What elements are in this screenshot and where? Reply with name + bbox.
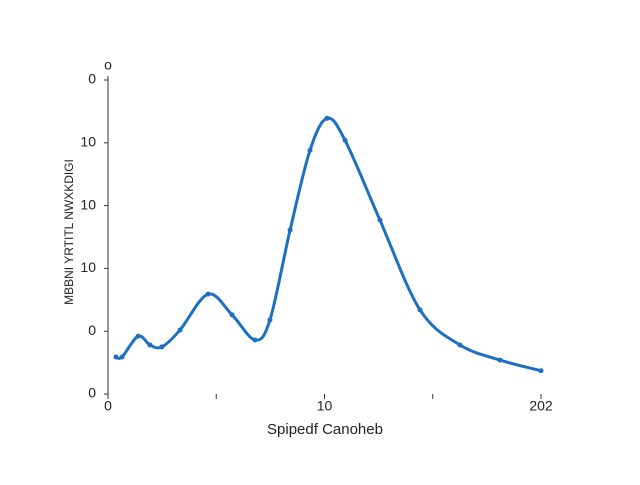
- axis-annotation: o: [104, 57, 112, 73]
- point: [538, 368, 544, 374]
- point: [205, 291, 211, 297]
- point: [135, 333, 141, 339]
- point: [267, 317, 273, 323]
- point: [159, 344, 165, 350]
- point: [417, 307, 423, 313]
- y-tick-label: 0: [88, 385, 96, 401]
- x-axis-label: Spipedf Canoheb: [267, 421, 383, 438]
- point: [497, 357, 503, 363]
- point: [342, 137, 348, 143]
- line-series: [115, 116, 542, 373]
- y-tick-label: 10: [80, 134, 96, 150]
- x-tick-label: 0: [104, 398, 112, 414]
- point: [377, 217, 383, 223]
- y-axis-label: MBBNI YRTITL NWXKDIGI: [62, 159, 76, 305]
- x-tick-label: 202: [529, 398, 553, 414]
- y-tick-label: 0: [88, 71, 96, 87]
- point: [252, 337, 258, 343]
- y-tick-label: 10: [80, 196, 96, 212]
- point: [119, 354, 125, 360]
- point: [457, 342, 463, 348]
- point: [307, 147, 313, 153]
- point: [324, 115, 330, 121]
- point: [113, 354, 119, 360]
- y-tick-label: 0: [88, 322, 96, 338]
- point: [147, 342, 153, 348]
- y-tick-label: 10: [80, 259, 96, 275]
- point: [177, 327, 183, 333]
- x-tick-label: 10: [317, 398, 333, 414]
- point: [287, 227, 293, 233]
- point: [229, 312, 235, 318]
